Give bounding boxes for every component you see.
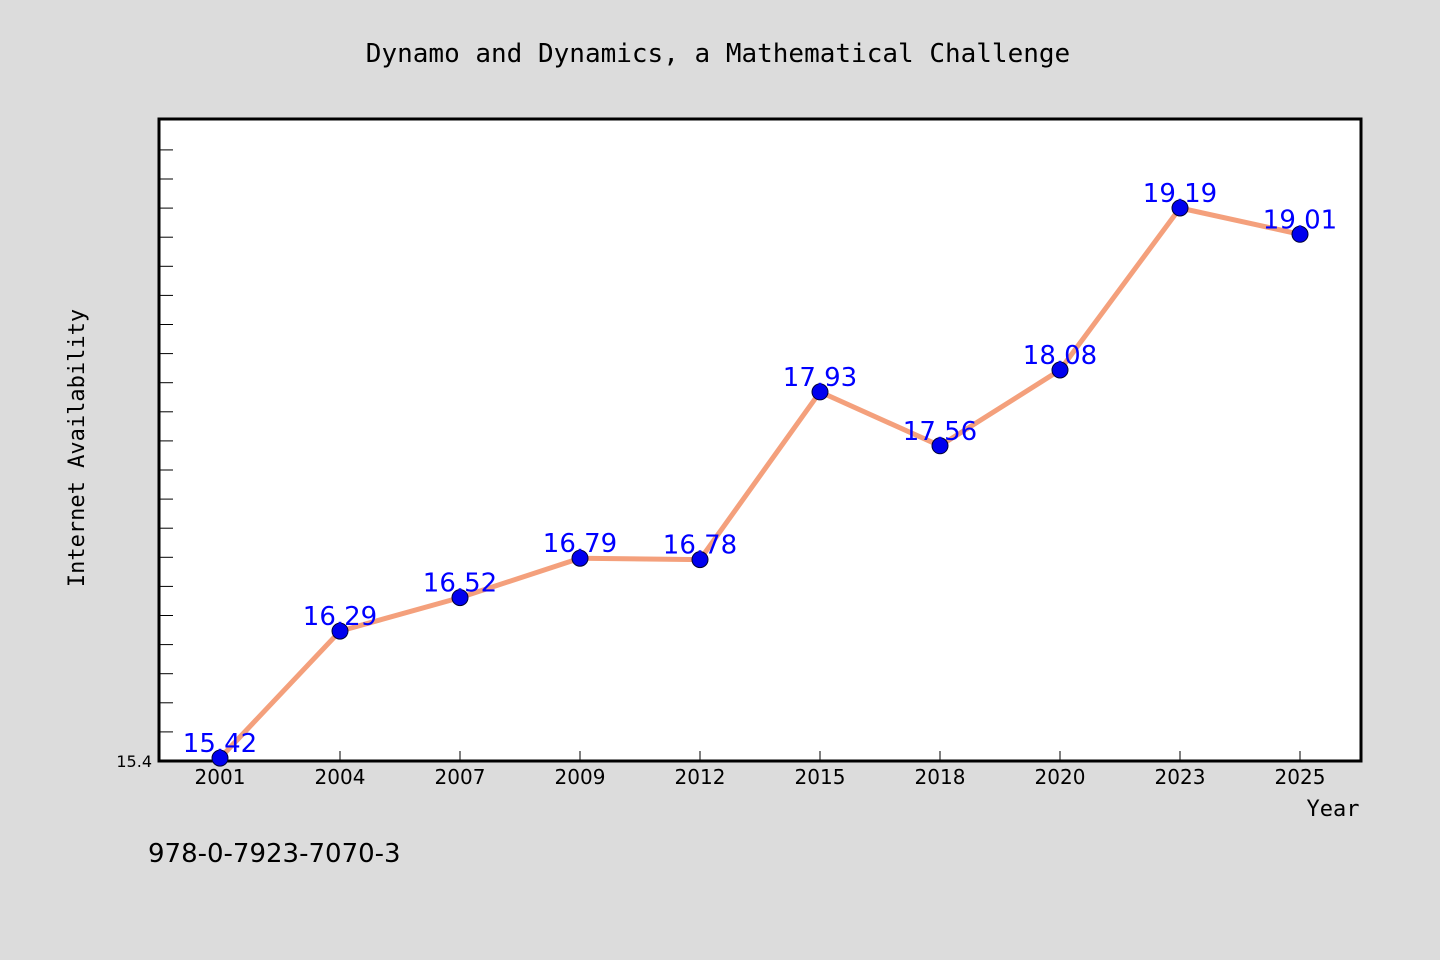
y-axis-title: Internet Availability (65, 309, 90, 587)
series-markers-group (211, 199, 1309, 767)
data-point-marker (931, 437, 949, 455)
data-label: 15.42 (183, 729, 257, 759)
data-label: 16.78 (663, 531, 737, 561)
data-point-marker (211, 749, 229, 767)
data-label: 19.01 (1263, 205, 1337, 235)
series-line-group (218, 205, 1301, 760)
data-point-marker (451, 589, 469, 607)
data-label: 16.79 (543, 529, 617, 559)
data-label: 19.19 (1143, 179, 1217, 209)
x-tick-label: 2004 (315, 765, 366, 789)
x-tick-label: 2007 (435, 765, 486, 789)
data-label: 18.08 (1023, 341, 1097, 371)
data-point-marker (691, 551, 709, 569)
footer-isbn: 978-0-7923-7070-3 (148, 839, 401, 869)
data-point-marker (571, 549, 589, 567)
data-point-marker (331, 622, 349, 640)
data-point-marker (1051, 361, 1069, 379)
data-point-marker (1291, 225, 1309, 243)
data-label: 16.52 (423, 569, 497, 599)
data-point-marker (1171, 199, 1189, 217)
plot-area (157, 117, 1363, 763)
x-axis-title: Year (1307, 797, 1360, 822)
x-tick-label: 2009 (555, 765, 606, 789)
x-tick-label: 2025 (1275, 765, 1326, 789)
chart-title: Dynamo and Dynamics, a Mathematical Chal… (366, 39, 1070, 69)
data-labels-group: 15.42 16.29 16.52 16.79 16.78 17.93 17.56 18.08… (183, 179, 1337, 759)
data-point-marker (811, 383, 829, 401)
x-tick-label: 2001 (195, 765, 246, 789)
data-label: 16.29 (303, 602, 377, 632)
data-label: 17.56 (903, 417, 977, 447)
data-label: 17.93 (783, 363, 857, 393)
x-axis-tick-labels: 2001 2004 2007 2009 2012 2015 2018 2020 2023 2025 (195, 765, 1326, 789)
x-tick-label: 2023 (1155, 765, 1206, 789)
x-tick-label: 2020 (1035, 765, 1086, 789)
y-axis-tick-labels: 15.4 (116, 752, 152, 771)
x-tick-label: 2012 (675, 765, 726, 789)
x-tick-label: 2015 (795, 765, 846, 789)
y-tick-label: 15.4 (116, 752, 152, 771)
y-axis-ticks (159, 149, 173, 762)
series-line (218, 205, 1301, 760)
x-tick-label: 2018 (915, 765, 966, 789)
